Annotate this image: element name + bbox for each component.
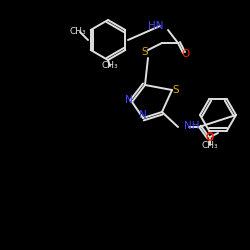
Text: CH₃: CH₃ bbox=[70, 28, 86, 36]
Text: S: S bbox=[173, 85, 179, 95]
Text: O: O bbox=[182, 49, 190, 59]
Text: HN: HN bbox=[148, 21, 164, 31]
Text: NH: NH bbox=[184, 121, 200, 131]
Text: S: S bbox=[142, 47, 148, 57]
Text: O: O bbox=[206, 133, 214, 143]
Text: N: N bbox=[125, 95, 133, 105]
Text: N: N bbox=[139, 110, 147, 120]
Text: O: O bbox=[206, 132, 214, 142]
Text: CH₃: CH₃ bbox=[202, 140, 218, 149]
Text: CH₃: CH₃ bbox=[102, 62, 118, 70]
